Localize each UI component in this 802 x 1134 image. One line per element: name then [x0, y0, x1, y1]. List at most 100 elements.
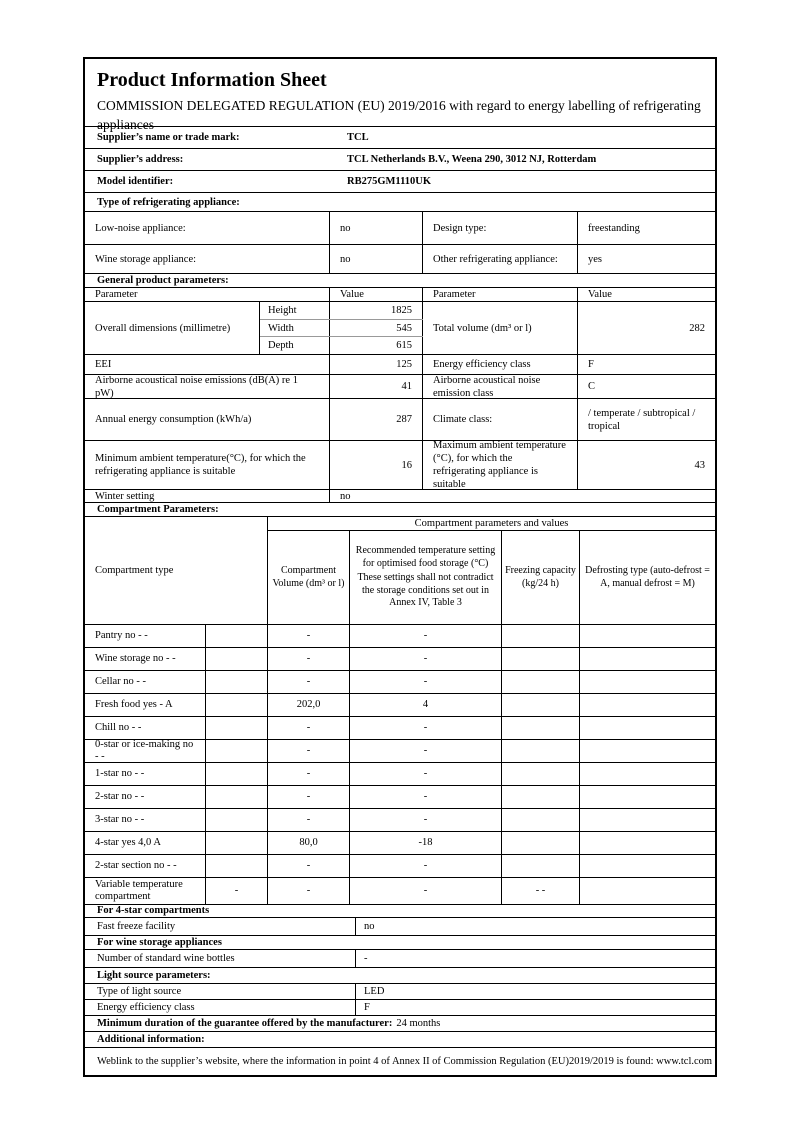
compartment-row-3-star: 3-star no - - - - [85, 809, 715, 832]
compartment-temp: - [350, 786, 502, 808]
column-header: Parameter [423, 288, 578, 301]
compartment-row-2-star-section: 2-star section no - - - - [85, 855, 715, 878]
param-label: Maximum ambient temperature (°C), for wh… [423, 440, 578, 490]
product-information-sheet: Product Information Sheet COMMISSION DEL… [83, 57, 717, 1077]
param-label: Climate class: [423, 399, 578, 440]
compartment-sub [206, 648, 268, 670]
compartment-row-1-star: 1-star no - - - - [85, 763, 715, 786]
compartment-temp: - [350, 671, 502, 693]
column-header-temperature-text: Recommended temperature setting for opti… [355, 545, 496, 569]
compartment-row-wine-storage: Wine storage no - - - - [85, 648, 715, 671]
compartment-freezing [502, 855, 580, 877]
compartment-freezing [502, 648, 580, 670]
compartment-type: 0-star or ice-making no - - [85, 739, 206, 762]
column-header: Value [588, 289, 612, 300]
compartment-row-chill: Chill no - - - - [85, 717, 715, 740]
guarantee-value: 24 months [396, 1018, 441, 1029]
light-type-row: Type of light source LED [85, 984, 715, 1000]
column-header-freezing: Freezing capacity (kg/24 h) [502, 531, 580, 624]
param-value: no [355, 918, 715, 935]
compartment-defrost [580, 786, 715, 808]
param-label: Airborne acoustical noise emission class [423, 375, 578, 399]
field-label: Model identifier: [97, 176, 174, 187]
param-value: yes [588, 253, 602, 265]
compartment-volume: - [268, 855, 350, 877]
compartment-row-variable-temperature: Variable temperature compartment - - - -… [85, 878, 715, 905]
compartment-defrost [580, 671, 715, 693]
param-label: EEI [85, 355, 330, 374]
compartment-defrost [580, 694, 715, 716]
compartment-temp: - [350, 809, 502, 831]
compartment-sub [206, 763, 268, 785]
section-heading-appliance-type: Type of refrigerating appliance: [85, 193, 715, 212]
compartment-sub [206, 740, 268, 762]
compartment-volume: 80,0 [268, 832, 350, 854]
weblink-row: Weblink to the supplier’s website, where… [97, 1056, 713, 1067]
param-value: C [588, 381, 596, 392]
sheet-header: Product Information Sheet COMMISSION DEL… [85, 59, 715, 132]
guarantee-row: Minimum duration of the guarantee offere… [85, 1016, 715, 1032]
compartment-sub [206, 855, 268, 877]
compartment-freezing [502, 717, 580, 739]
compartment-sub [206, 694, 268, 716]
param-value: no [340, 490, 351, 502]
field-label: Supplier’s address: [97, 154, 184, 165]
compartment-temp: - [350, 763, 502, 785]
compartment-defrost [580, 855, 715, 877]
compartment-defrost [580, 625, 715, 647]
param-label: Wine storage appliance: [85, 245, 330, 273]
param-value: 282 [689, 322, 705, 334]
page-title: Product Information Sheet [97, 69, 327, 91]
param-label: Fast freeze facility [97, 921, 176, 932]
compartment-defrost [580, 648, 715, 670]
param-label: Total volume (dm³ or l) [423, 302, 578, 354]
compartment-type: Fresh food yes - A [85, 694, 206, 716]
compartment-type: Variable temperature compartment [85, 878, 206, 904]
fast-freeze-row: Fast freeze facility no [85, 918, 715, 936]
dimension-value: 545 [330, 319, 423, 337]
compartment-type: 1-star no - - [85, 763, 206, 785]
param-value: / temperate / subtropical / tropical [588, 407, 696, 432]
compartment-freezing [502, 809, 580, 831]
compartment-volume: - [268, 763, 350, 785]
compartment-sub [206, 832, 268, 854]
compartment-type: 3-star no - - [85, 809, 206, 831]
compartment-volume: 202,0 [268, 694, 350, 716]
compartment-defrost [580, 809, 715, 831]
compartment-freezing [502, 786, 580, 808]
section-heading-additional-information: Additional information: [85, 1032, 715, 1048]
compartment-freezing [502, 694, 580, 716]
param-label: Type of light source [97, 986, 182, 997]
dimension-name: Height [260, 302, 330, 319]
section-heading-wine-storage: For wine storage appliances [85, 936, 715, 950]
param-label: Airborne acoustical noise emissions (dB(… [85, 375, 330, 399]
compartment-type: 2-star section no - - [85, 855, 206, 877]
column-header-temperature-note: These settings shall not contradict the … [357, 572, 494, 609]
column-header-temperature: Recommended temperature setting for opti… [350, 531, 502, 624]
compartment-sub [206, 717, 268, 739]
compartment-defrost [580, 763, 715, 785]
dimension-width-row: Width 545 [260, 318, 423, 337]
compartment-freezing [502, 832, 580, 854]
general-column-header-row: Parameter Value Parameter Value [85, 288, 715, 302]
appliance-type-row: Wine storage appliance: no Other refrige… [85, 245, 715, 274]
compartment-volume: - [268, 878, 350, 904]
compartment-row-cellar: Cellar no - - - - [85, 671, 715, 694]
compartment-row-fresh-food: Fresh food yes - A 202,0 4 [85, 694, 715, 717]
compartment-volume: - [268, 809, 350, 831]
compartment-freezing [502, 740, 580, 762]
winter-setting-row: Winter setting no [85, 490, 715, 503]
compartment-table-header: Compartment type Compartment parameters … [85, 517, 715, 625]
supplier-address-row: Supplier’s address: TCL Netherlands B.V.… [85, 149, 715, 171]
param-label: Design type: [423, 212, 578, 244]
compartment-row-0-star: 0-star or ice-making no - - - - [85, 739, 715, 763]
param-value: 43 [694, 459, 706, 471]
compartment-defrost [580, 717, 715, 739]
column-header: Value [330, 288, 423, 301]
param-value: - [355, 950, 715, 967]
compartment-freezing [502, 671, 580, 693]
column-header-volume: Compartment Volume (dm³ or l) [268, 531, 350, 624]
compartment-temp: - [350, 717, 502, 739]
compartment-freezing: - - [502, 878, 580, 904]
param-value: 16 [330, 441, 423, 489]
